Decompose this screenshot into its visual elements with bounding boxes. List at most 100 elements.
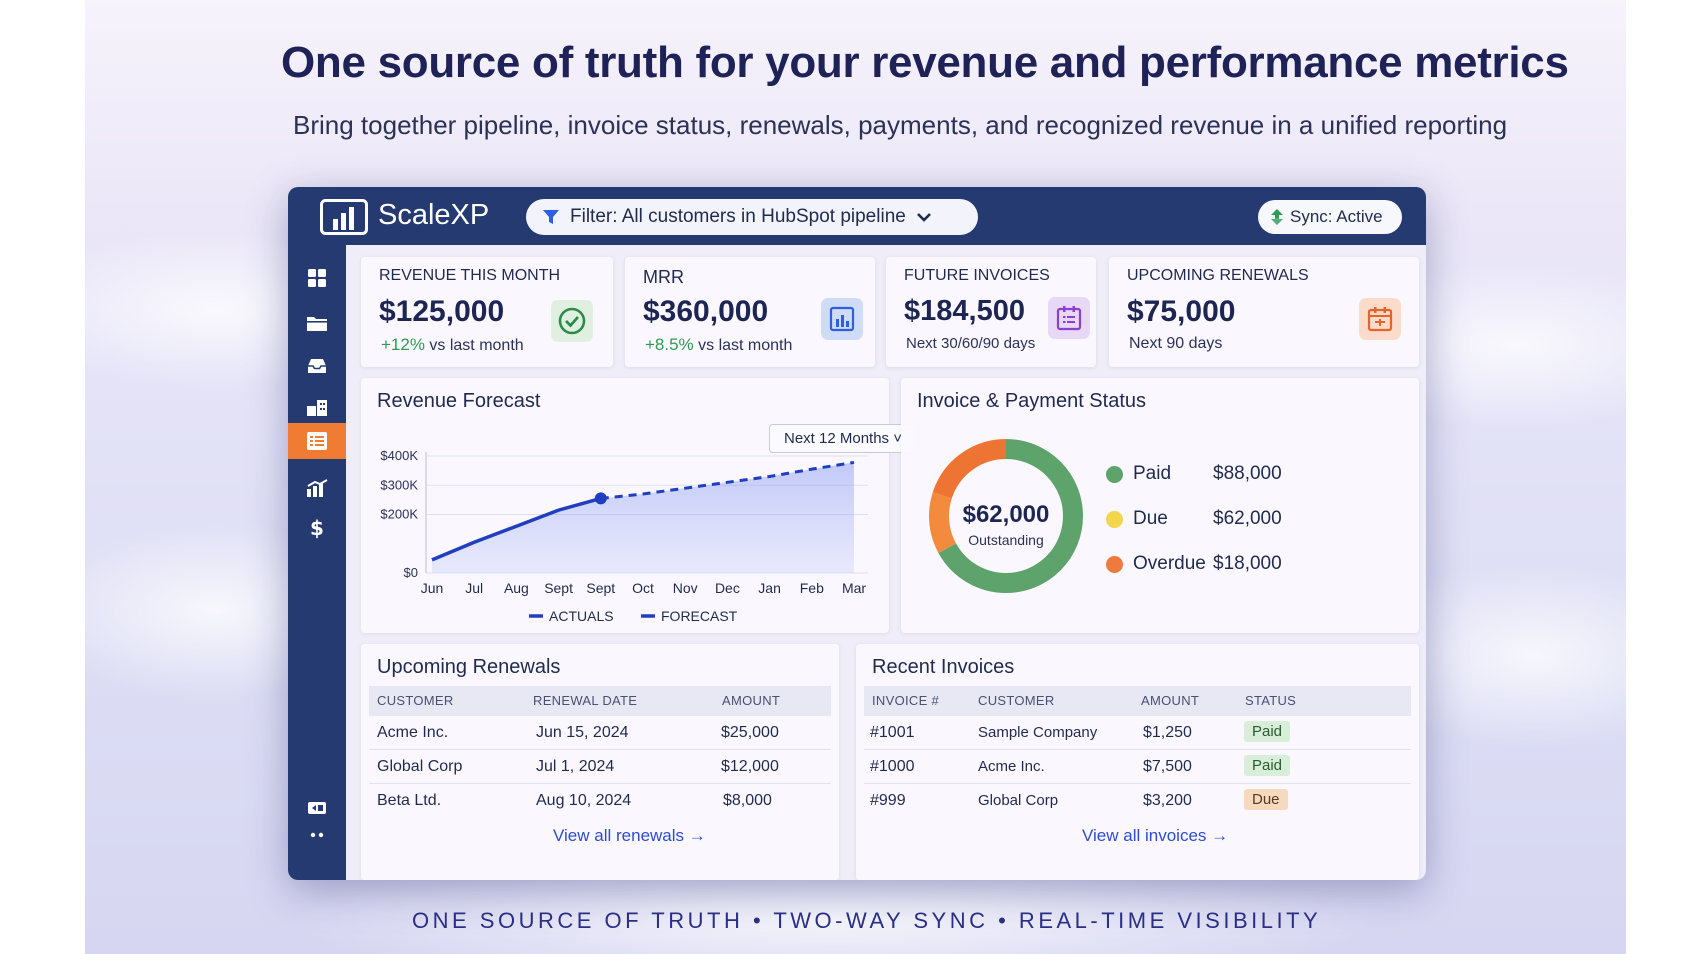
sidebar-item-analytics[interactable] [288, 470, 346, 506]
x-tick-label: Jun [421, 580, 444, 596]
filter-label: Filter: All customers in HubSpot pipelin… [570, 206, 906, 227]
col-customer: CUSTOMER [978, 693, 1055, 708]
legend-overdue: Overdue $18,000 [1106, 553, 1282, 575]
legend-label: Due [1133, 508, 1168, 529]
due-dot [1106, 510, 1123, 528]
legend-amount: $18,000 [1213, 553, 1282, 574]
forecast-line [600, 460, 855, 500]
kpi-note: Next 30/60/90 days [906, 335, 1036, 352]
x-tick-label: Aug [504, 580, 529, 596]
pipeline-filter-dropdown[interactable]: Filter: All customers in HubSpot pipelin… [526, 199, 978, 235]
table-row[interactable]: Global Corp Jul 1, 2024 $12,000 [369, 750, 831, 784]
sidebar-item-more[interactable] [288, 817, 346, 853]
kpi-change-note: vs last month [698, 337, 793, 354]
invoices-title: Recent Invoices [872, 656, 1015, 678]
calendar-list-icon [1048, 297, 1090, 339]
switch-icon [308, 802, 326, 814]
recent-invoices-card: Recent Invoices INVOICE # CUSTOMER AMOUN… [856, 644, 1419, 880]
sidebar-item-folders[interactable] [288, 305, 346, 341]
x-tick-label: Oct [632, 580, 654, 596]
dashboard-window: ScaleXP Filter: All customers in HubSpot… [288, 187, 1426, 880]
cell-invoice: #999 [870, 792, 906, 809]
legend-label: Overdue [1133, 553, 1206, 574]
donut-segment [929, 439, 1083, 593]
cell-amount: $12,000 [721, 758, 779, 775]
x-tick-label: Sept [586, 580, 615, 596]
table-row[interactable]: Beta Ltd. Aug 10, 2024 $8,000 [369, 784, 831, 818]
kpi-title: UPCOMING RENEWALS [1127, 267, 1309, 284]
filter-icon [543, 210, 559, 224]
brand-name: ScaleXP [378, 199, 490, 231]
overdue-dot [1106, 555, 1123, 573]
cell-amount: $25,000 [721, 724, 779, 741]
kpi-value: $75,000 [1127, 295, 1236, 328]
status-badge: Paid [1244, 721, 1291, 742]
actuals-line [431, 496, 602, 562]
table-row[interactable]: #1000 Acme Inc. $7,500 Paid [864, 750, 1411, 784]
kpi-title: REVENUE THIS MONTH [379, 267, 561, 284]
forecast-range-dropdown[interactable]: Next 12 Months ˅ [769, 424, 917, 453]
sidebar-item-reports[interactable] [288, 423, 346, 459]
legend-label: ACTUALS [549, 608, 614, 624]
kpi-change-note: vs last month [429, 337, 524, 354]
paid-dot [1106, 465, 1123, 483]
kpi-change-value: +8.5% [645, 335, 694, 354]
x-tick-label: Jul [465, 580, 483, 596]
x-tick-label: Mar [842, 580, 866, 596]
revenue-forecast-card: Revenue Forecast Next 12 Months ˅ $0 $200… [361, 378, 917, 633]
col-renewal-date: RENEWAL DATE [533, 693, 638, 708]
table-row[interactable]: #1001 Sample Company $1,250 Paid [864, 716, 1411, 750]
main-content: REVENUE THIS MONTH $125,000 +12% vs last… [346, 245, 1426, 880]
kpi-change: +8.5% vs last month [645, 335, 792, 355]
x-tick-label: Feb [800, 580, 824, 596]
table-row[interactable]: Acme Inc. Jun 15, 2024 $25,000 [369, 716, 831, 750]
logo-icon [320, 199, 368, 235]
col-invoice: INVOICE # [872, 693, 939, 708]
y-tick-label: $200K [380, 507, 418, 522]
hero-headline: One source of truth for your revenue and… [281, 38, 1569, 87]
report-icon [821, 298, 863, 340]
inbox-icon [308, 359, 326, 373]
legend-amount: $88,000 [1213, 463, 1282, 484]
legend-label: FORECAST [661, 608, 738, 624]
table-row[interactable]: #999 Global Corp $3,200 Due [864, 784, 1411, 818]
sidebar-item-payments[interactable]: $ [288, 510, 346, 546]
kpi-value: $125,000 [379, 295, 505, 328]
donut-center-label: Outstanding [968, 532, 1044, 548]
current-point [594, 492, 607, 505]
legend-paid: Paid $88,000 [1106, 463, 1282, 485]
cell-customer: Beta Ltd. [377, 792, 442, 809]
y-tick-label: $400K [380, 448, 418, 463]
legend-amount: $62,000 [1213, 508, 1282, 529]
kpi-title: FUTURE INVOICES [904, 267, 1050, 284]
status-badge: Paid [1244, 755, 1291, 776]
top-bar: ScaleXP Filter: All customers in HubSpot… [288, 187, 1426, 245]
view-all-renewals-link[interactable]: View all renewals → [553, 826, 706, 845]
x-tick-label: Sept [544, 580, 573, 596]
legend-label: Paid [1133, 463, 1172, 484]
sync-status-button[interactable]: Sync: Active [1258, 200, 1402, 234]
sidebar-item-switch[interactable] [288, 790, 346, 826]
sidebar-item-inbox[interactable] [288, 348, 346, 384]
kpi-note: Next 90 days [1129, 335, 1223, 352]
x-tick-label: Jan [758, 580, 781, 596]
kpi-card-upcoming-renewals: UPCOMING RENEWALS $75,000 Next 90 days [1109, 257, 1419, 367]
folder-icon [307, 317, 327, 331]
sidebar-item-dashboard[interactable] [288, 260, 346, 296]
y-tick-label: $300K [380, 477, 418, 492]
y-tick-label: $0 [404, 565, 418, 580]
sidebar-item-companies[interactable] [288, 390, 346, 426]
invoices-table-header: INVOICE # CUSTOMER AMOUNT STATUS [864, 686, 1411, 716]
dollar-icon: $ [310, 517, 324, 539]
forecast-title: Revenue Forecast [377, 390, 541, 412]
payment-status-card: Invoice & Payment Status $62,000 Outstan… [901, 378, 1419, 633]
donut-center-value: $62,000 [963, 501, 1050, 528]
sidebar: $ [288, 245, 346, 880]
view-all-invoices-link[interactable]: View all invoices → [1082, 826, 1229, 845]
x-tick-label: Dec [715, 580, 740, 596]
forecast-area [432, 462, 854, 573]
cell-date: Aug 10, 2024 [536, 792, 632, 809]
building-icon [307, 400, 327, 416]
chevron-down-icon [916, 213, 931, 222]
cell-customer: Acme Inc. [377, 724, 449, 741]
